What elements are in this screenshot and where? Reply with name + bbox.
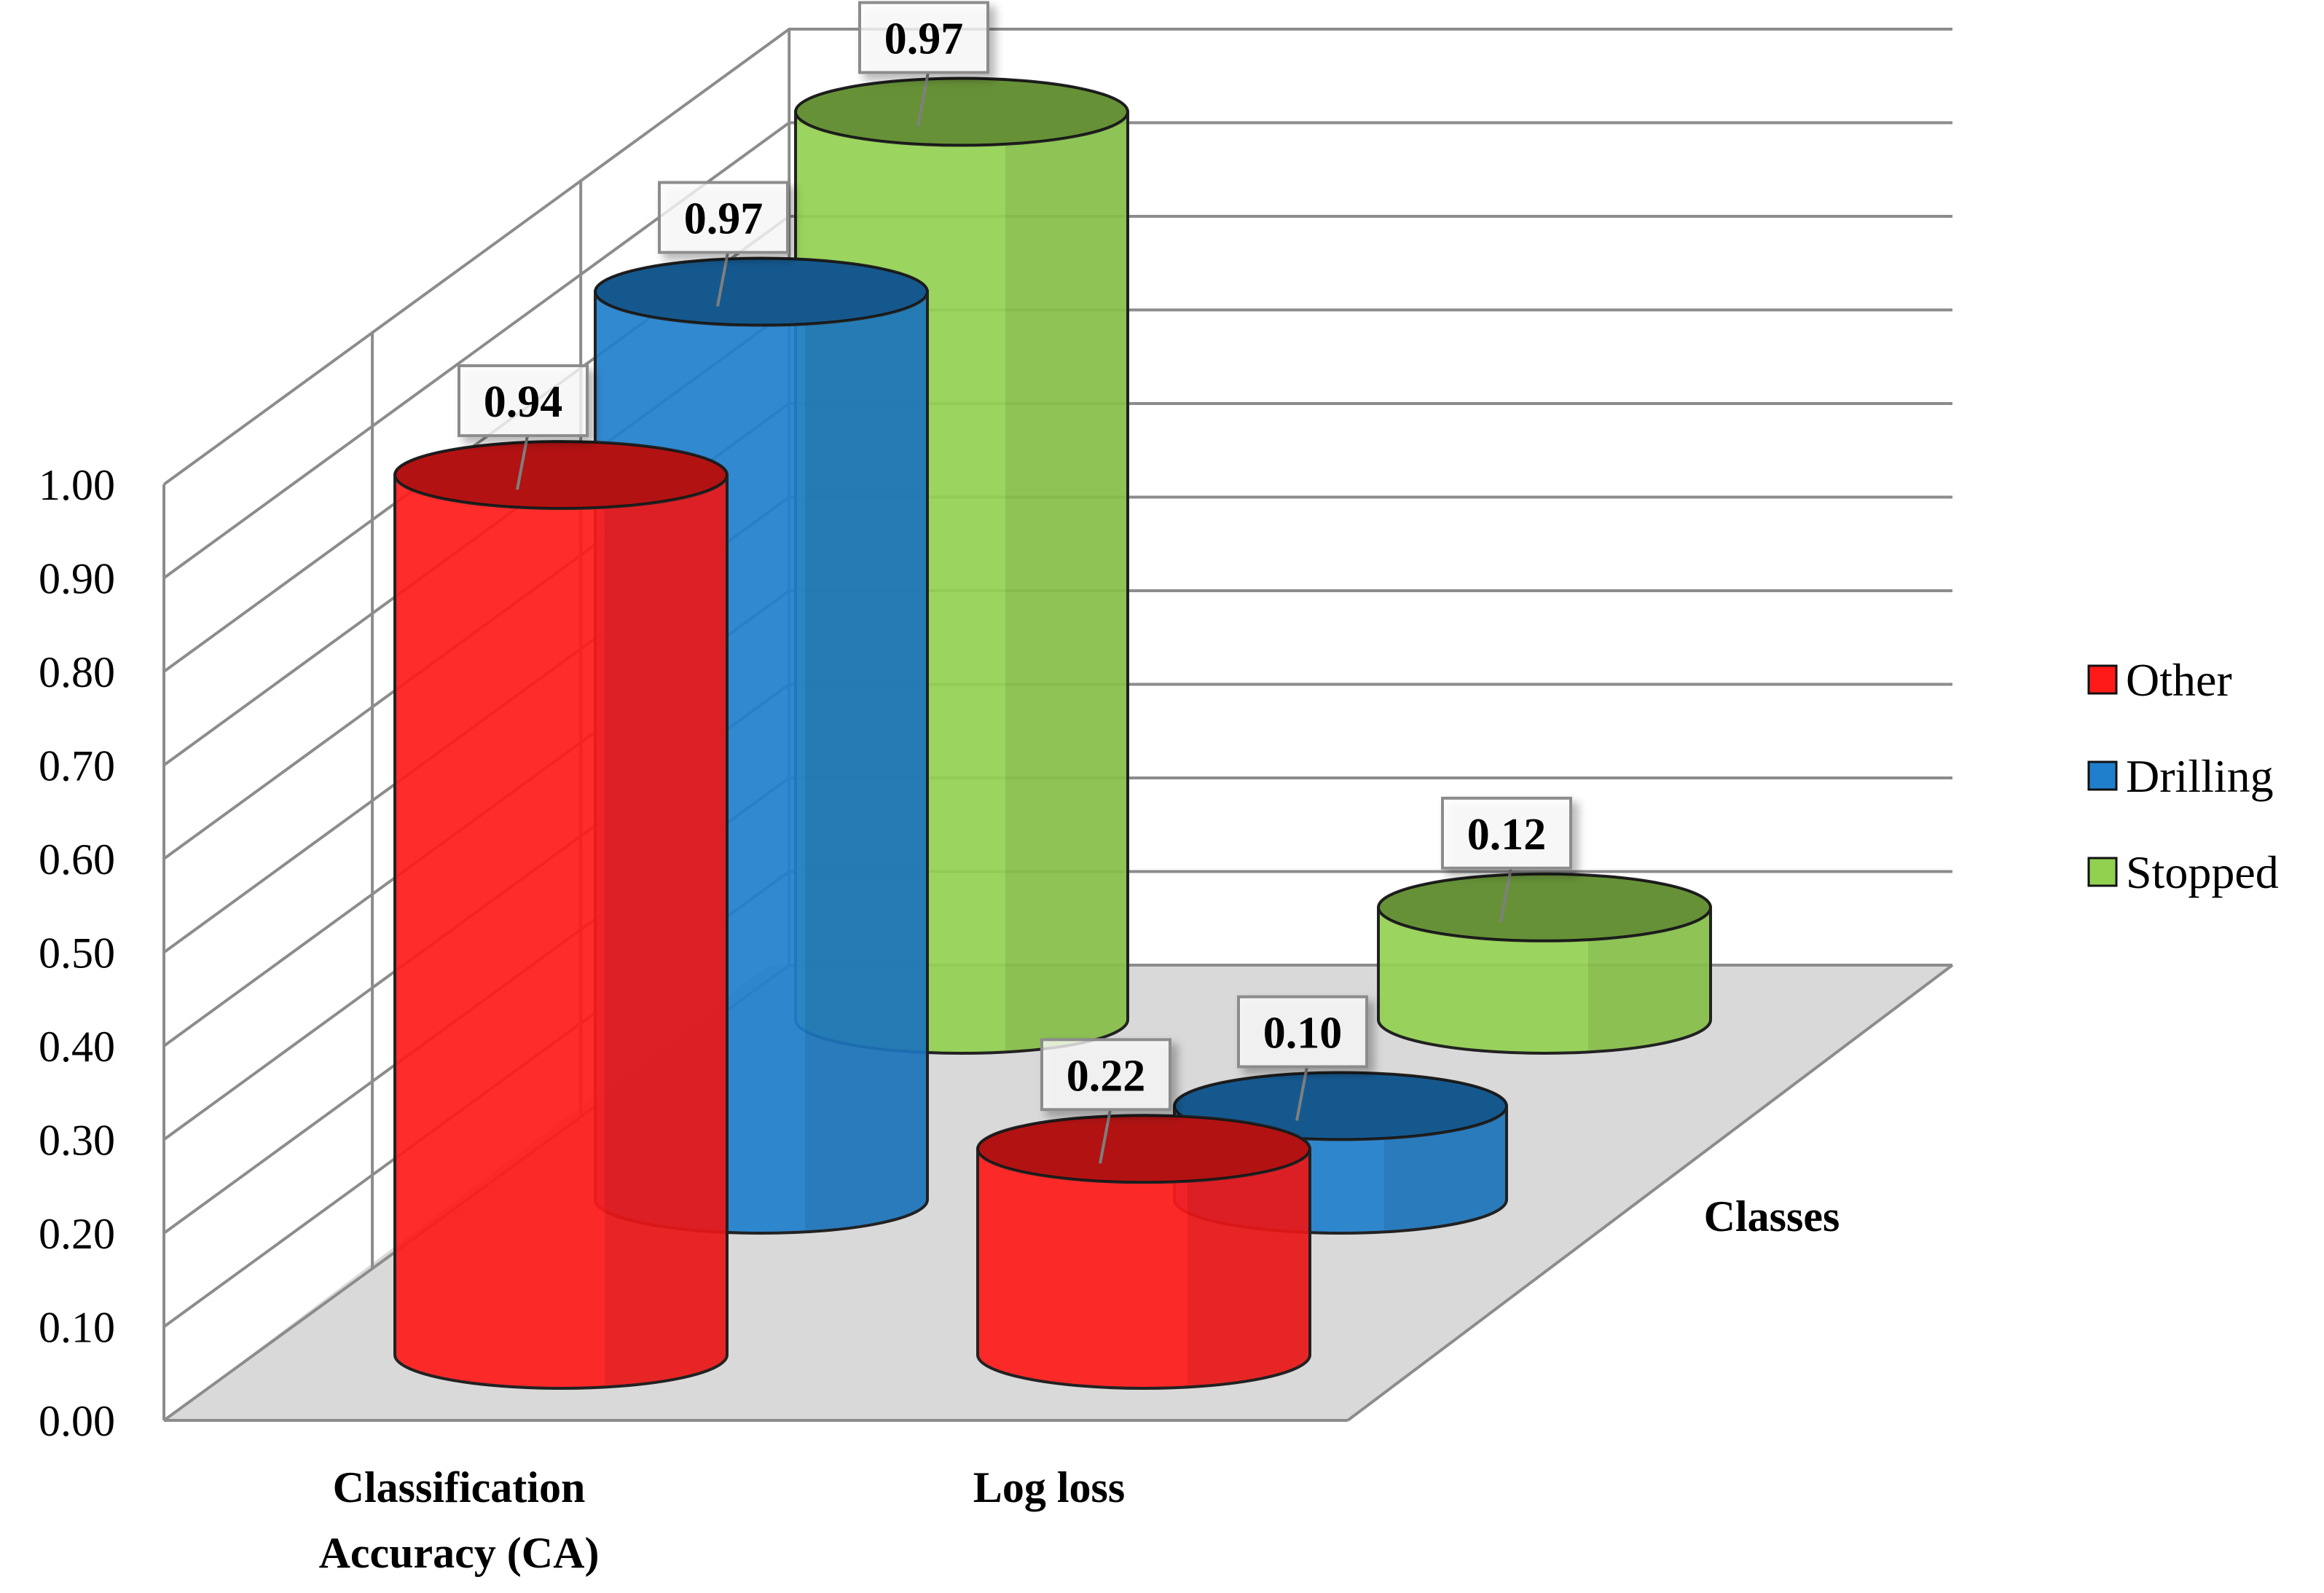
data-label-drilling-0: 0.97 [658,181,789,307]
bars [393,76,1712,1390]
bar-top-drilling [1173,1071,1508,1141]
y-tick-label: 0.10 [39,1304,115,1352]
bar-other-0 [393,440,729,1390]
y-tick-label: 0.00 [39,1397,115,1445]
legend-swatch-stopped [2087,857,2118,887]
bar-top-shade-stopped [796,78,1128,146]
legend-swatch-drilling [2087,760,2118,791]
bar-top-stopped [794,76,1129,147]
legend-item-other: Other [2087,654,2232,706]
data-label-stopped-1: 0.12 [1441,796,1572,923]
bar-top-stopped [1377,872,1712,943]
bar-top-shade-drilling [595,258,927,326]
data-label-other-0: 0.94 [458,364,589,490]
y-tick-label: 0.20 [39,1210,115,1258]
leader-line [716,252,729,307]
legend-label-drilling: Drilling [2126,750,2274,802]
data-label-box [658,181,789,254]
bar-stopped-1 [1377,872,1712,1055]
data-label-value: 0.12 [1467,810,1547,860]
bar-top-shade-other [395,441,727,509]
data-label-box [1040,1038,1171,1112]
y-tick-label: 0.40 [39,1023,115,1071]
bar-top-shade-stopped [1378,873,1711,941]
category-label-0-line-2: Accuracy (CA) [319,1529,600,1577]
y-tick-label: 1.00 [39,461,115,509]
bar-body-other [976,1147,1311,1390]
data-label-drilling-1: 0.10 [1237,995,1368,1121]
leader-line [916,72,930,127]
bar-shade-drilling [805,291,927,1230]
data-label-value: 0.10 [1263,1009,1343,1058]
data-label-box [1237,995,1368,1069]
y-tick-label: 0.30 [39,1117,115,1165]
y-tick-label: 0.60 [39,835,115,884]
leader-line [1099,1109,1112,1164]
legend-item-stopped: Stopped [2087,846,2279,898]
y-axis-ticks: 0.00 0.10 0.20 0.30 0.40 0.50 0.60 0.70 0.80 0.90… [39,461,115,1445]
depth-axis-label: Classes [1704,1192,1840,1240]
legend-label-stopped: Stopped [2126,846,2279,898]
legend: Other Drilling Stopped [2087,654,2279,898]
bar-other-1 [976,1114,1311,1390]
bar-top-other [393,440,729,511]
leader-line [1499,868,1512,923]
y-tick-label: 0.50 [39,929,115,978]
legend-swatch-other [2087,664,2118,695]
y-tick-label: 0.70 [39,742,115,790]
bar-shade-other [1187,1149,1310,1385]
bar-shade-other [605,475,727,1385]
data-label-value: 0.22 [1067,1051,1146,1101]
category-label-1: Log loss [973,1463,1125,1511]
leader-line [516,435,529,490]
bar-body-other [393,473,729,1390]
bar-top-shade-other [978,1115,1310,1183]
data-label-box [458,364,589,438]
y-tick-label: 0.80 [39,648,115,696]
data-label-value: 0.97 [884,15,964,64]
bar-top-shade-drilling [1174,1072,1507,1140]
bar-top-drilling [594,256,929,327]
data-label-box [1441,796,1572,870]
data-label-value: 0.97 [684,194,763,244]
legend-item-drilling: Drilling [2087,750,2274,802]
data-label-box [858,1,989,74]
legend-label-other: Other [2126,654,2232,706]
category-label-0-line-1: Classification [333,1463,586,1511]
y-tick-label: 0.90 [39,555,115,603]
data-label-other-1: 0.22 [1040,1038,1171,1164]
bar-shade-stopped [1588,907,1711,1050]
floor-side-edge [1346,964,1954,1422]
bar-body-stopped [1377,905,1712,1055]
data-label-value: 0.94 [484,377,563,427]
data-labels: 0.97 0.12 0.97 0.10 0.94 0.22 [458,1,1572,1164]
data-label-stopped-0: 0.97 [858,1,989,127]
bar-top-other [976,1114,1311,1184]
bar-shade-stopped [1005,111,1128,1050]
leader-line [1295,1066,1308,1121]
